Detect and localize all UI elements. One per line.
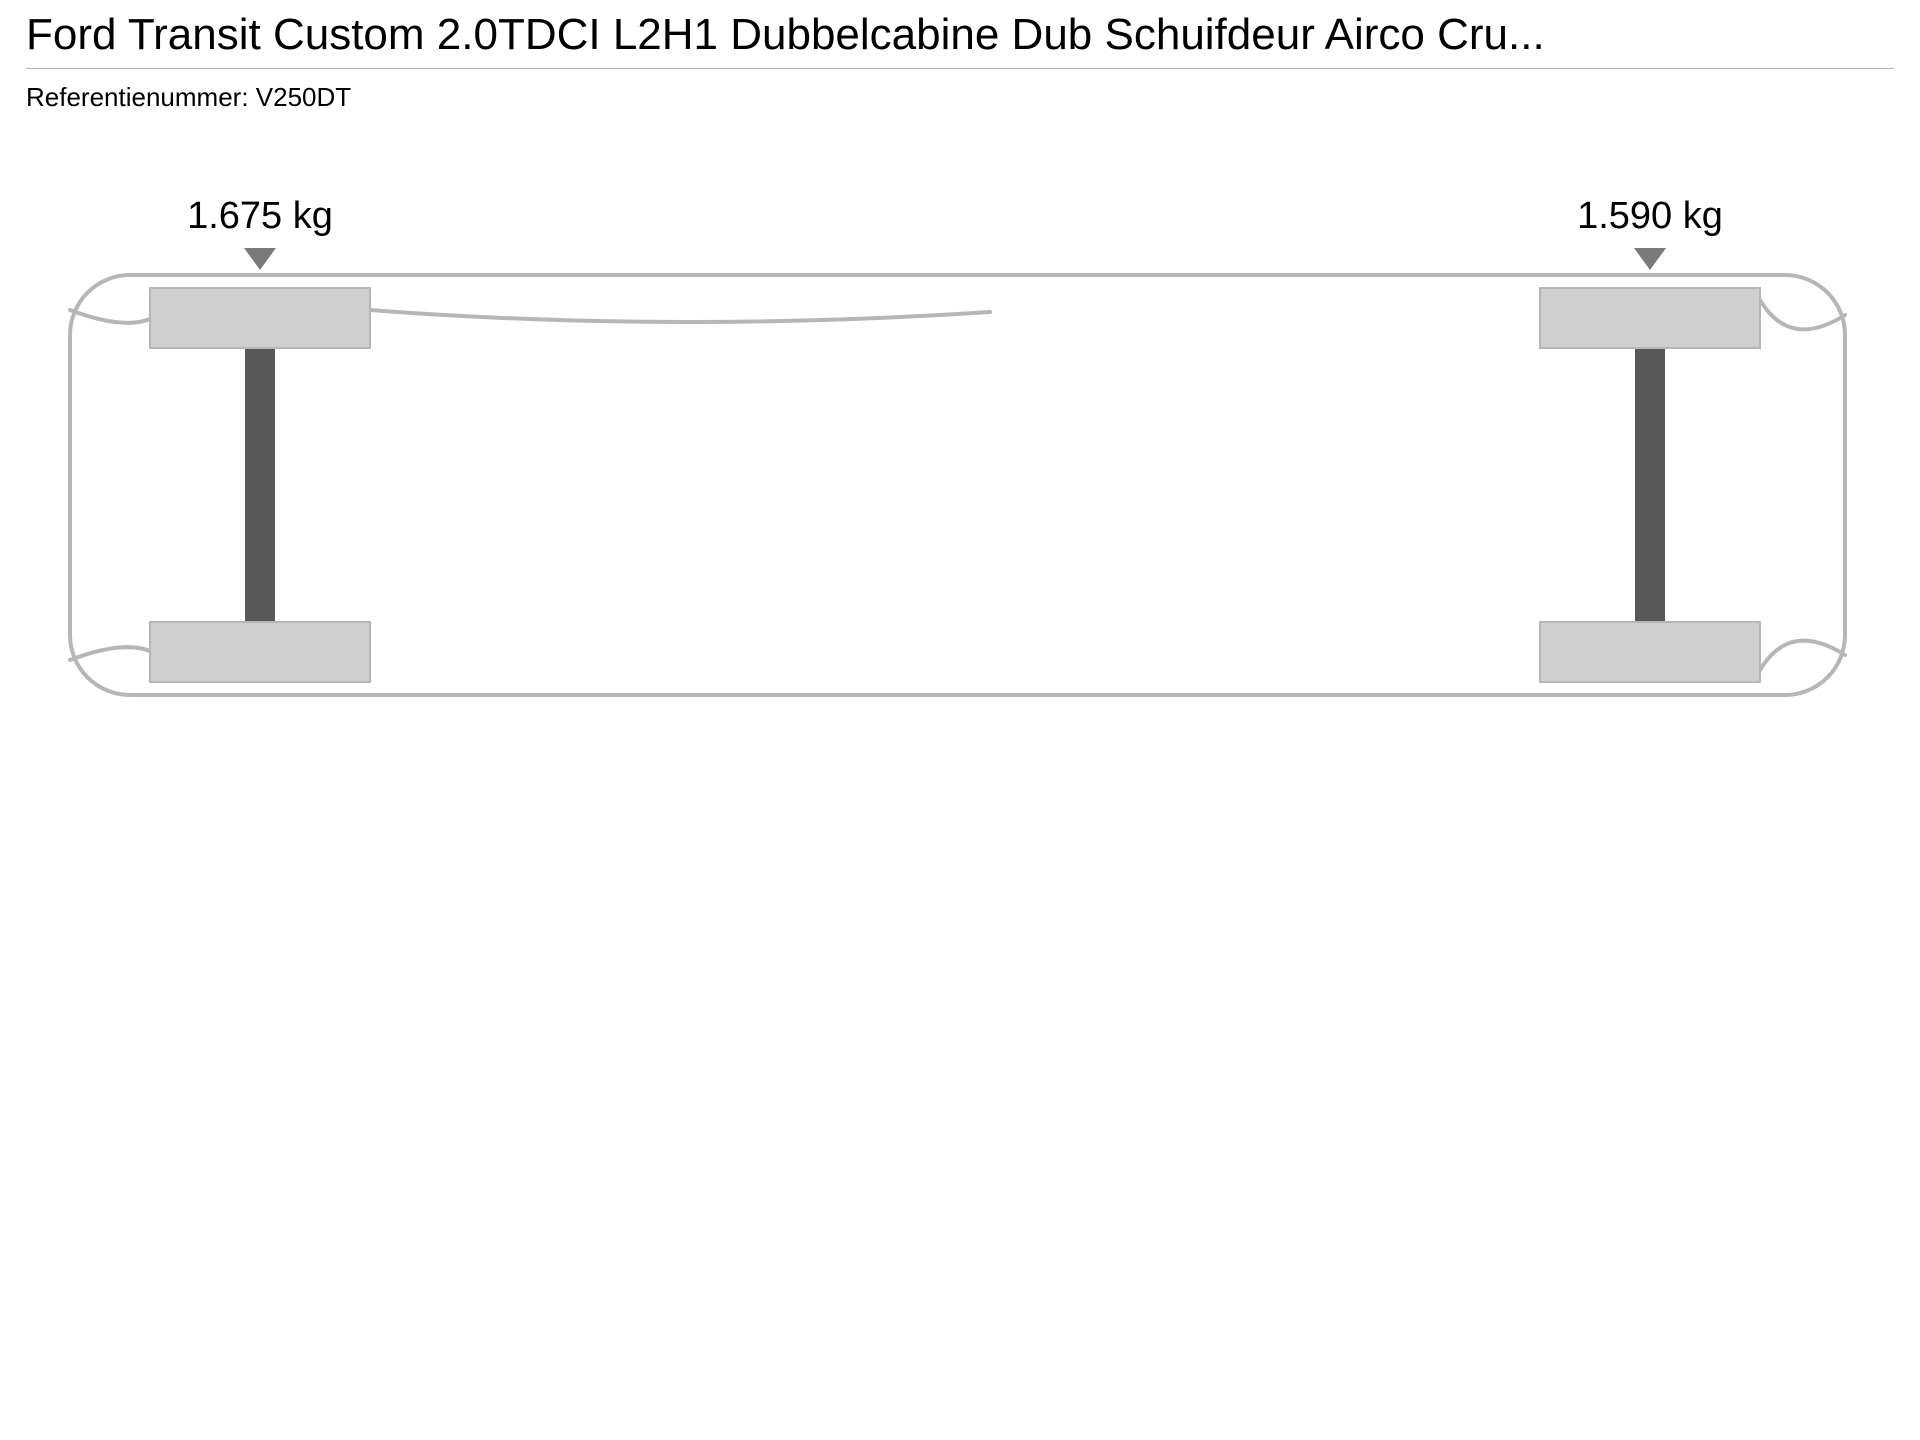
front-arrow-icon xyxy=(244,248,276,270)
rear-wheel-0 xyxy=(1540,288,1760,348)
front-wheel-0 xyxy=(150,288,370,348)
front-axle-load-label: 1.675 kg xyxy=(187,195,333,238)
rear-wheel-1 xyxy=(1540,622,1760,682)
page: Ford Transit Custom 2.0TDCI L2H1 Dubbelc… xyxy=(0,0,1920,1440)
rear-axle-load-label: 1.590 kg xyxy=(1577,195,1723,238)
body-curve xyxy=(1760,300,1845,329)
rear-arrow-icon xyxy=(1634,248,1666,270)
front-axle xyxy=(245,340,275,630)
rear-axle xyxy=(1635,340,1665,630)
front-wheel-1 xyxy=(150,622,370,682)
body-curve xyxy=(1760,641,1845,670)
body-curve xyxy=(310,305,990,322)
